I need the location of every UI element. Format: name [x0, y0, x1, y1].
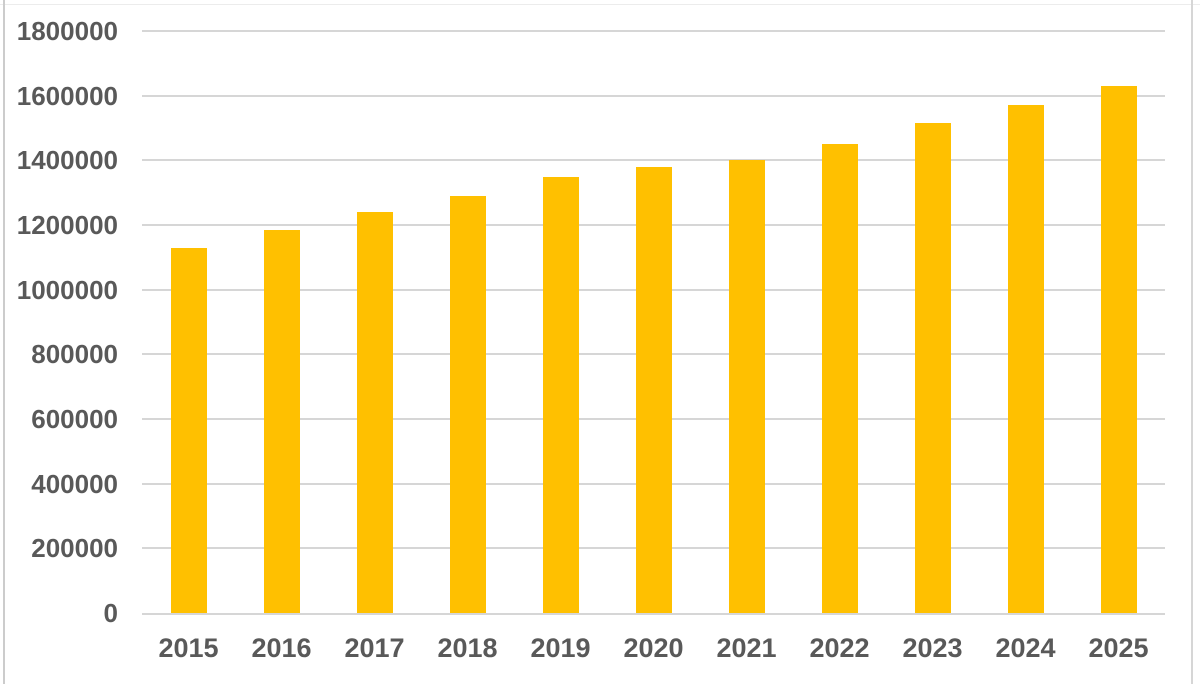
bar-2017: [356, 212, 393, 613]
bar-2015: [170, 247, 207, 613]
bar-slot-2017: [328, 31, 421, 613]
plot-area: [142, 30, 1165, 615]
x-tick-label: 2024: [995, 633, 1056, 663]
x-tick-label: 2021: [716, 633, 777, 663]
bar-2024: [1007, 105, 1044, 613]
bar-slot-2023: [886, 31, 979, 613]
x-tick-label: 2022: [809, 633, 870, 663]
x-tick-label: 2016: [251, 633, 312, 663]
bar-2022: [821, 144, 858, 613]
y-tick-label: 600000: [31, 404, 118, 434]
frame-border-top: [0, 4, 1200, 5]
frame-border-left: [3, 0, 5, 684]
gridline: [142, 94, 1165, 97]
y-tick-label: 200000: [31, 533, 118, 564]
bar-slot-2022: [793, 31, 886, 613]
bar-slot-2025: [1072, 31, 1165, 613]
x-tick-label: 2017: [344, 633, 405, 663]
y-axis: 0 200000 400000 600000 800000 1000000 1200000 1…: [0, 0, 118, 684]
y-tick-label: 1200000: [16, 210, 118, 240]
x-axis: 2015 2016 2017 2018 2019 2020 2021 2022 2023 2024…: [142, 623, 1165, 678]
y-tick-label: 1400000: [16, 145, 118, 176]
y-tick-label: 0: [103, 598, 118, 628]
bar-2018: [449, 195, 486, 613]
bar-2025: [1100, 85, 1137, 613]
gridline: [142, 159, 1165, 162]
bar-slot-2020: [607, 31, 700, 613]
y-tick-label: 1000000: [16, 274, 118, 305]
x-tick-label: 2023: [902, 633, 963, 663]
y-tick-label: 1800000: [16, 16, 118, 46]
bar-2016: [263, 229, 300, 613]
bar-slot-2015: [142, 31, 235, 613]
x-tick-label: 2025: [1088, 633, 1149, 663]
bar-series: [142, 31, 1165, 613]
bar-2023: [914, 123, 951, 613]
y-tick-label: 800000: [31, 339, 118, 370]
bar-slot-2018: [421, 31, 514, 613]
bar-2020: [635, 166, 672, 613]
y-tick-label: 1600000: [16, 80, 118, 111]
gridline: [142, 30, 1165, 32]
y-tick-label: 400000: [31, 468, 118, 499]
x-tick-label: 2018: [437, 633, 498, 663]
bar-2019: [542, 176, 579, 613]
bar-slot-2021: [700, 31, 793, 613]
x-tick-label: 2020: [623, 633, 684, 663]
frame-border-right: [1191, 0, 1193, 684]
bar-slot-2019: [514, 31, 607, 613]
x-tick-label: 2015: [158, 633, 219, 663]
bar-2021: [728, 160, 765, 613]
bar-slot-2024: [979, 31, 1072, 613]
bar-slot-2016: [235, 31, 328, 613]
x-tick-label: 2019: [530, 633, 591, 663]
